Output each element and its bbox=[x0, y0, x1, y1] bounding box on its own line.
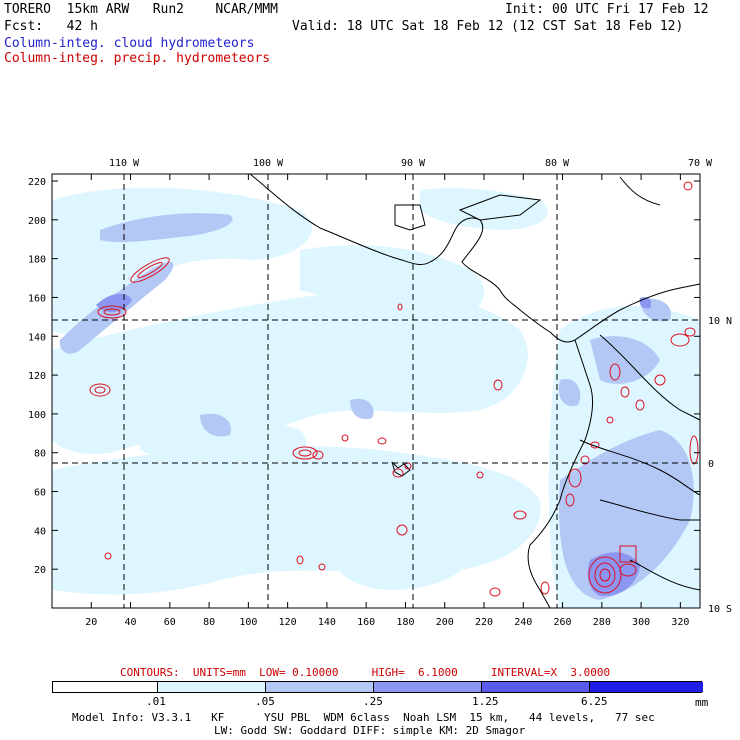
y-tick-label: 220 bbox=[28, 177, 46, 188]
color-bar-label: .25 bbox=[363, 695, 383, 708]
y-tick-label: 60 bbox=[34, 488, 46, 499]
lon-label: 90 W bbox=[401, 158, 426, 169]
precip-contours bbox=[89, 181, 699, 597]
x-tick-label: 20 bbox=[85, 617, 97, 628]
color-bar-swatch bbox=[266, 682, 374, 692]
color-bar-unit: mm bbox=[695, 696, 709, 709]
color-bar-swatch bbox=[53, 682, 158, 692]
y-tick-label: 120 bbox=[28, 371, 46, 382]
x-tick-label: 160 bbox=[357, 617, 375, 628]
x-tick-label: 180 bbox=[396, 617, 414, 628]
model-title: TORERO 15km ARW Run2 NCAR/MMM bbox=[4, 2, 278, 17]
y-tick-label: 200 bbox=[28, 216, 46, 227]
x-tick-label: 80 bbox=[203, 617, 215, 628]
y-tick-label: 140 bbox=[28, 332, 46, 343]
lat-label: 0 bbox=[708, 459, 714, 470]
x-tick-label: 220 bbox=[475, 617, 493, 628]
cloud-shading-light bbox=[52, 187, 700, 608]
color-bar-swatch bbox=[482, 682, 590, 692]
x-tick-label: 120 bbox=[279, 617, 297, 628]
x-tick-label: 60 bbox=[164, 617, 176, 628]
y-tick-label: 80 bbox=[34, 449, 46, 460]
legend-precip: Column-integ. precip. hydrometeors bbox=[4, 51, 271, 66]
legend-cloud: Column-integ. cloud hydrometeors bbox=[4, 36, 255, 51]
lon-label: 80 W bbox=[545, 158, 570, 169]
init-time: Init: 00 UTC Fri 17 Feb 12 bbox=[505, 2, 709, 17]
lat-label: 10 S bbox=[708, 604, 732, 615]
color-bar bbox=[52, 681, 703, 693]
x-tick-label: 320 bbox=[671, 617, 689, 628]
axis-ticks bbox=[52, 174, 700, 608]
model-info: Model Info: V3.3.1 KF YSU PBL WDM 6class… bbox=[72, 711, 655, 724]
lon-label: 110 W bbox=[109, 158, 140, 169]
valid-time: Valid: 18 UTC Sat 18 Feb 12 (12 CST Sat … bbox=[292, 19, 684, 34]
color-bar-swatch bbox=[374, 682, 482, 692]
x-tick-label: 200 bbox=[436, 617, 454, 628]
x-tick-label: 240 bbox=[514, 617, 532, 628]
lat-label: 10 N bbox=[708, 316, 732, 327]
color-bar-label: 1.25 bbox=[472, 695, 499, 708]
x-tick-label: 40 bbox=[125, 617, 137, 628]
axis-tick-labels: 220 200 180 160 140 120 100 80 60 40 20 20 40 60 80 100… bbox=[28, 158, 732, 628]
map-frame bbox=[51, 173, 701, 609]
color-bar-label: .01 bbox=[146, 695, 166, 708]
x-tick-label: 260 bbox=[554, 617, 572, 628]
model-physics: LW: Godd SW: Goddard DIFF: simple KM: 2D… bbox=[214, 724, 526, 737]
x-tick-label: 280 bbox=[593, 617, 611, 628]
y-tick-label: 180 bbox=[28, 255, 46, 266]
contour-info: CONTOURS: UNITS=mm LOW= 0.10000 HIGH= 6.… bbox=[120, 666, 611, 679]
lon-label: 70 W bbox=[688, 158, 713, 169]
y-tick-label: 40 bbox=[34, 526, 46, 537]
y-tick-label: 160 bbox=[28, 293, 46, 304]
y-tick-label: 100 bbox=[28, 410, 46, 421]
cloud-shading-dark bbox=[96, 293, 652, 597]
forecast-hour: Fcst: 42 h bbox=[4, 19, 98, 34]
color-bar-swatch bbox=[590, 682, 703, 692]
y-tick-label: 20 bbox=[34, 565, 46, 576]
lon-label: 100 W bbox=[253, 158, 284, 169]
color-bar-label: .05 bbox=[255, 695, 275, 708]
graticule bbox=[52, 174, 700, 608]
x-tick-label: 140 bbox=[318, 617, 336, 628]
x-tick-label: 300 bbox=[632, 617, 650, 628]
x-tick-label: 100 bbox=[239, 617, 257, 628]
color-bar-swatch bbox=[158, 682, 266, 692]
color-bar-label: 6.25 bbox=[581, 695, 608, 708]
